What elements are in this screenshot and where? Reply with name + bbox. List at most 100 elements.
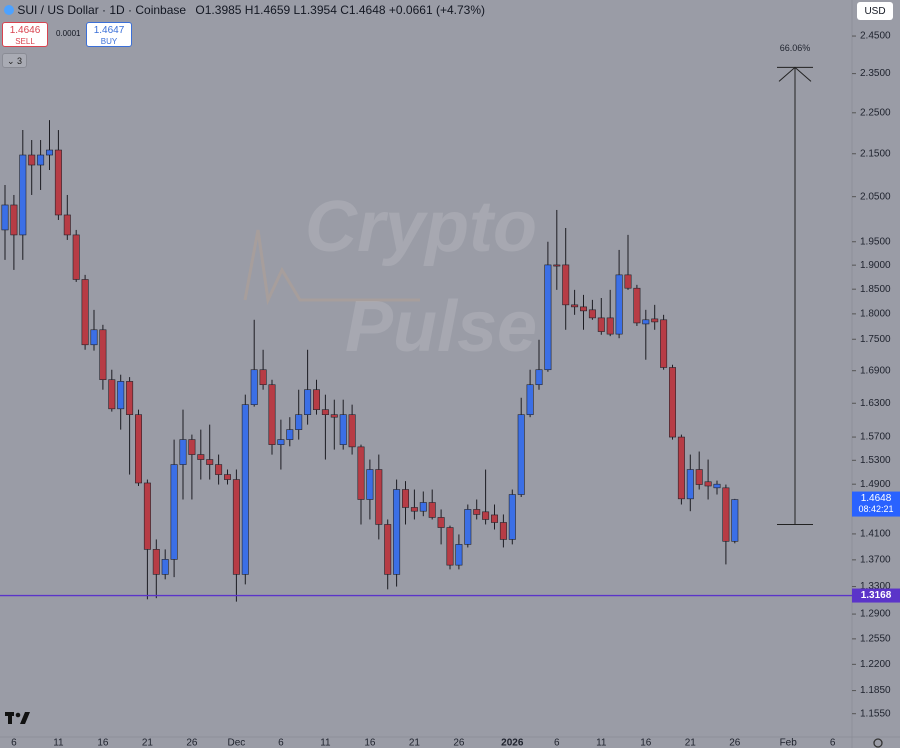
symbol-header: SUI / US Dollar · 1D · Coinbase O1.3985 … xyxy=(4,3,485,17)
candle-body xyxy=(268,384,276,445)
candle-body xyxy=(482,511,490,520)
candle-body xyxy=(437,517,445,528)
x-tick-label: 6 xyxy=(11,738,17,748)
candle-body xyxy=(330,414,338,418)
candle-body xyxy=(286,429,294,440)
candle-body xyxy=(348,414,356,448)
countdown-label: 08:42:21 xyxy=(858,504,893,514)
candle-body xyxy=(295,414,303,430)
indicator-count: ⌄ xyxy=(6,56,18,66)
y-tick-label: 1.2550 xyxy=(860,634,891,645)
candle-body xyxy=(606,317,614,335)
candle-body xyxy=(686,469,694,500)
candle-body xyxy=(321,409,329,415)
indicator-toggle[interactable]: ⌄ 3 xyxy=(2,53,27,68)
candle-body xyxy=(170,464,178,560)
y-tick-label: 1.6900 xyxy=(860,365,891,376)
price-label: 1.4648 xyxy=(861,493,892,504)
candle-body xyxy=(197,454,205,460)
candle-body xyxy=(579,306,587,312)
measure-arrow xyxy=(778,66,812,82)
x-tick-label: 16 xyxy=(364,738,376,748)
x-tick-label: 16 xyxy=(640,738,652,748)
candle-body xyxy=(464,509,472,545)
y-tick-label: 1.3300 xyxy=(860,581,891,592)
candle-body xyxy=(241,404,249,575)
y-tick-label: 1.2900 xyxy=(860,609,891,620)
watermark-text: Pulse xyxy=(345,287,537,367)
x-tick-label: 26 xyxy=(453,738,465,748)
candles xyxy=(1,120,739,602)
sell-label: SELL xyxy=(15,37,35,46)
sell-button[interactable]: 1.4646 SELL xyxy=(2,22,48,47)
candle-body xyxy=(179,439,187,465)
candle-body xyxy=(517,414,525,495)
y-tick-label: 2.3500 xyxy=(860,68,891,79)
candle-body xyxy=(615,274,623,335)
candle-body xyxy=(571,304,579,308)
x-tick-label: 11 xyxy=(320,738,331,748)
y-tick-label: 1.4900 xyxy=(860,479,891,490)
candle-body xyxy=(232,479,240,575)
candle-body xyxy=(108,379,116,410)
y-tick-label: 1.4100 xyxy=(860,529,891,540)
candle-body xyxy=(143,482,151,550)
settings-icon[interactable] xyxy=(873,738,883,748)
currency-button[interactable]: USD xyxy=(857,2,893,20)
candle-body xyxy=(188,439,196,455)
candle-body xyxy=(206,459,214,465)
candle-body xyxy=(63,214,71,236)
candle-body xyxy=(713,483,721,489)
candle-body xyxy=(37,154,45,166)
y-tick-label: 1.8500 xyxy=(860,284,891,295)
candle-body xyxy=(731,499,739,542)
candle-body xyxy=(722,487,730,542)
y-tick-label: 2.1500 xyxy=(860,148,891,159)
y-tick-label: 1.1550 xyxy=(860,708,891,719)
candle-body xyxy=(695,469,703,485)
candle-body xyxy=(10,204,18,236)
candle-body xyxy=(419,502,427,512)
candle-body xyxy=(135,414,143,484)
x-tick-label: Feb xyxy=(780,738,798,748)
candle-body xyxy=(562,264,570,306)
candle-body xyxy=(677,436,685,500)
candle-body xyxy=(81,279,89,346)
candle-body xyxy=(393,489,401,575)
candle-body xyxy=(1,204,9,231)
candle-body xyxy=(651,318,659,323)
y-tick-label: 1.5300 xyxy=(860,455,891,466)
candle-body xyxy=(660,319,668,368)
candle-body xyxy=(508,494,516,540)
buy-button[interactable]: 1.4647 BUY xyxy=(86,22,132,47)
logo-part xyxy=(8,712,12,724)
x-tick-label: 26 xyxy=(186,738,198,748)
candle-body xyxy=(277,439,285,445)
x-tick-label: 16 xyxy=(97,738,109,748)
watermark-logo xyxy=(243,229,420,306)
candle-body xyxy=(597,317,605,332)
buy-label: BUY xyxy=(100,37,118,46)
candle-body xyxy=(375,469,383,525)
candle-body xyxy=(215,464,223,475)
candle-body xyxy=(410,507,418,512)
logo-part xyxy=(20,712,30,724)
candle-body xyxy=(588,309,596,319)
y-tick-label: 1.1850 xyxy=(860,685,891,696)
candle-body xyxy=(90,329,98,346)
level-label-box xyxy=(852,588,900,603)
x-tick-label: 21 xyxy=(142,738,154,748)
indicator-count: 3 xyxy=(17,56,23,66)
spread: 0.0001 xyxy=(56,29,81,38)
buy-price: 1.4647 xyxy=(93,25,125,36)
candle-body xyxy=(19,154,27,236)
x-tick-label: 6 xyxy=(554,738,560,748)
candle-body xyxy=(250,369,258,405)
candle-body xyxy=(357,446,365,500)
y-tick-label: 1.3700 xyxy=(860,554,891,565)
candle-body xyxy=(72,234,80,280)
tv-logo xyxy=(5,712,30,724)
candle-body xyxy=(526,384,534,415)
candle-body xyxy=(544,264,552,371)
